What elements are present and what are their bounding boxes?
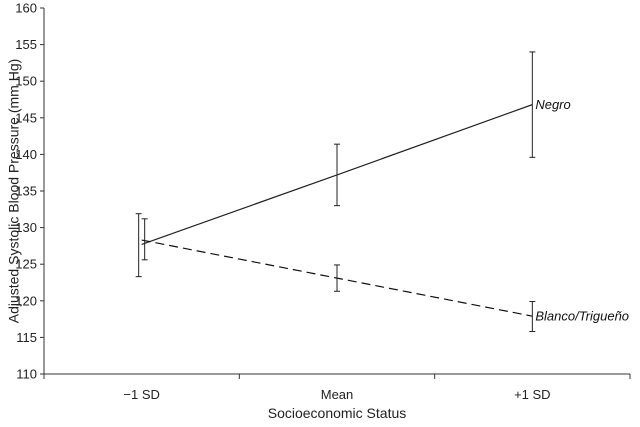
x-tick-label: +1 SD <box>514 387 551 402</box>
y-axis-title: Adjusted Systolic Blood Pressure (mm Hg) <box>6 59 22 324</box>
y-tick-label: 125 <box>15 257 37 272</box>
x-tick-label: Mean <box>321 387 354 402</box>
series-blanco-trigueno: Blanco/Trigueño <box>141 218 629 333</box>
y-tick-label: 130 <box>15 220 37 235</box>
series-layer: Negro Blanco/Trigueño <box>135 51 629 333</box>
y-tick-label: 160 <box>15 1 37 16</box>
y-tick-label: 150 <box>15 74 37 89</box>
x-axis-ticks: −1 SD Mean +1 SD <box>43 374 631 402</box>
y-tick-label: 145 <box>15 110 37 125</box>
series-label: Blanco/Trigueño <box>535 309 629 324</box>
y-tick-label: 135 <box>15 184 37 199</box>
y-tick-label: 115 <box>16 330 37 345</box>
series-negro: Negro <box>135 51 571 278</box>
y-tick-label: 110 <box>16 367 37 382</box>
y-axis-ticks: 110 115 120 125 130 135 140 145 150 155 160 <box>15 1 44 382</box>
series-label: Negro <box>535 97 570 112</box>
y-tick-label: 155 <box>15 37 37 52</box>
y-tick-label: 120 <box>15 293 37 308</box>
x-axis-title: Socioeconomic Status <box>268 405 407 421</box>
y-tick-label: 140 <box>15 147 37 162</box>
x-tick-label: −1 SD <box>123 387 160 402</box>
